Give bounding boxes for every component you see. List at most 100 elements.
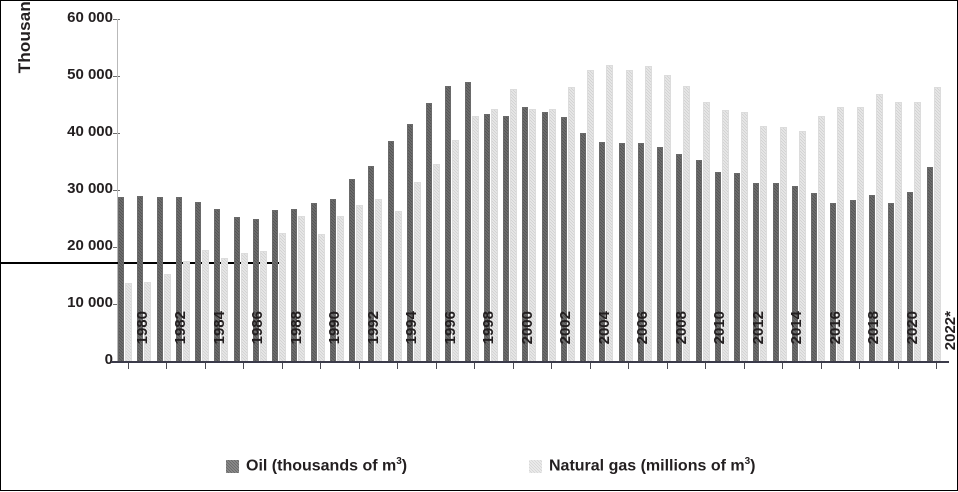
bar-group [926,19,946,361]
bar-natural-gas [914,101,922,361]
bar-natural-gas [163,273,171,361]
bar-natural-gas [336,215,344,361]
bar-natural-gas [317,233,325,361]
bar-oil [926,167,933,361]
bar-group [214,19,233,361]
legend-label-oil: Oil (thousands of m3) [246,456,408,475]
y-axis-line [117,19,118,362]
x-tick-mark [628,363,630,369]
x-tick-label: 1982 [172,311,190,345]
bar-group [888,19,907,361]
bar-group [676,19,695,361]
bar-natural-gas [856,107,864,361]
bar-group [541,19,561,361]
x-tick-mark [474,363,476,369]
bar-oil [214,208,221,361]
bar-oil [445,85,452,361]
bar-oil [580,133,587,361]
bar-natural-gas [779,126,787,361]
bar-natural-gas [202,249,210,361]
bars-container [118,19,946,361]
bar-oil [637,143,644,361]
y-tick-label: 0 [104,351,113,368]
bar-oil [137,195,144,361]
bar-oil [888,203,895,361]
bar-oil [406,124,413,361]
bar-group [637,19,657,361]
bar-group [464,19,484,361]
x-tick-label: 2014 [788,311,806,345]
x-tick-label: 1980 [133,311,151,345]
bar-natural-gas [433,164,441,361]
bar-natural-gas [510,88,518,361]
bar-group [618,19,638,361]
bar-oil [599,141,606,361]
x-axis-line [111,361,949,363]
x-tick-mark [512,363,514,369]
x-tick-mark [358,363,360,369]
x-tick-label: 1988 [287,311,305,345]
x-tick-label: 2010 [711,311,729,345]
bar-natural-gas [760,125,768,361]
bar-natural-gas [240,253,248,361]
bar-oil [310,202,317,361]
bar-group [560,19,580,361]
bar-group [118,19,137,361]
x-tick-mark [281,363,283,369]
bar-natural-gas [721,110,729,361]
bar-oil [156,196,163,361]
x-tick-label: 1986 [249,311,267,345]
y-tick-label: 10 000 [67,294,113,311]
bar-group [657,19,676,361]
bar-oil [522,107,529,361]
bar-natural-gas [144,282,152,361]
x-tick-mark [243,363,245,369]
bar-group [580,19,599,361]
bar-oil [714,171,721,361]
bar-oil [175,197,182,361]
bar-group [483,19,503,361]
x-tick-mark [705,363,707,369]
x-tick-label: 2012 [749,311,767,345]
bar-group [195,19,214,361]
bar-group [156,19,176,361]
bar-natural-gas [394,211,402,361]
bar-oil [349,178,356,361]
bar-natural-gas [279,232,287,361]
x-tick-mark [589,363,591,369]
y-tick-mark [113,304,120,305]
x-tick-label: 1992 [364,311,382,345]
bar-natural-gas [548,109,556,361]
x-tick-mark [166,363,168,369]
bar-natural-gas [606,64,614,361]
bar-group [368,19,387,361]
x-tick-label: 2020 [903,311,921,345]
bar-natural-gas [683,85,691,361]
y-tick-label: 20 000 [67,237,113,254]
bar-group [868,19,888,361]
x-tick-mark [397,363,399,369]
bar-oil [695,160,702,361]
bar-natural-gas [587,70,595,361]
bar-natural-gas [221,258,229,361]
bar-natural-gas [471,116,479,361]
bar-oil [772,182,779,361]
x-tick-mark [435,363,437,369]
y-axis-ticks: 0 10 000 20 000 30 000 40 000 50 000 60 000 [1,1,120,492]
bar-oil [849,200,856,361]
bar-natural-gas [125,283,132,361]
x-tick-label: 2002 [557,311,575,345]
x-tick-label: 2006 [634,311,652,345]
chart-legend: Oil (thousands of m3) Natural gas (milli… [1,453,958,485]
bar-natural-gas [625,70,633,361]
x-tick-label: 2000 [518,311,536,345]
bar-natural-gas [259,251,267,361]
bar-natural-gas [413,182,421,361]
bar-oil [734,173,741,361]
bar-oil [657,146,664,361]
y-tick-label: 60 000 [67,9,113,26]
bar-group [137,19,156,361]
bar-group [714,19,734,361]
bar-oil [329,199,336,361]
bar-oil [387,140,394,361]
